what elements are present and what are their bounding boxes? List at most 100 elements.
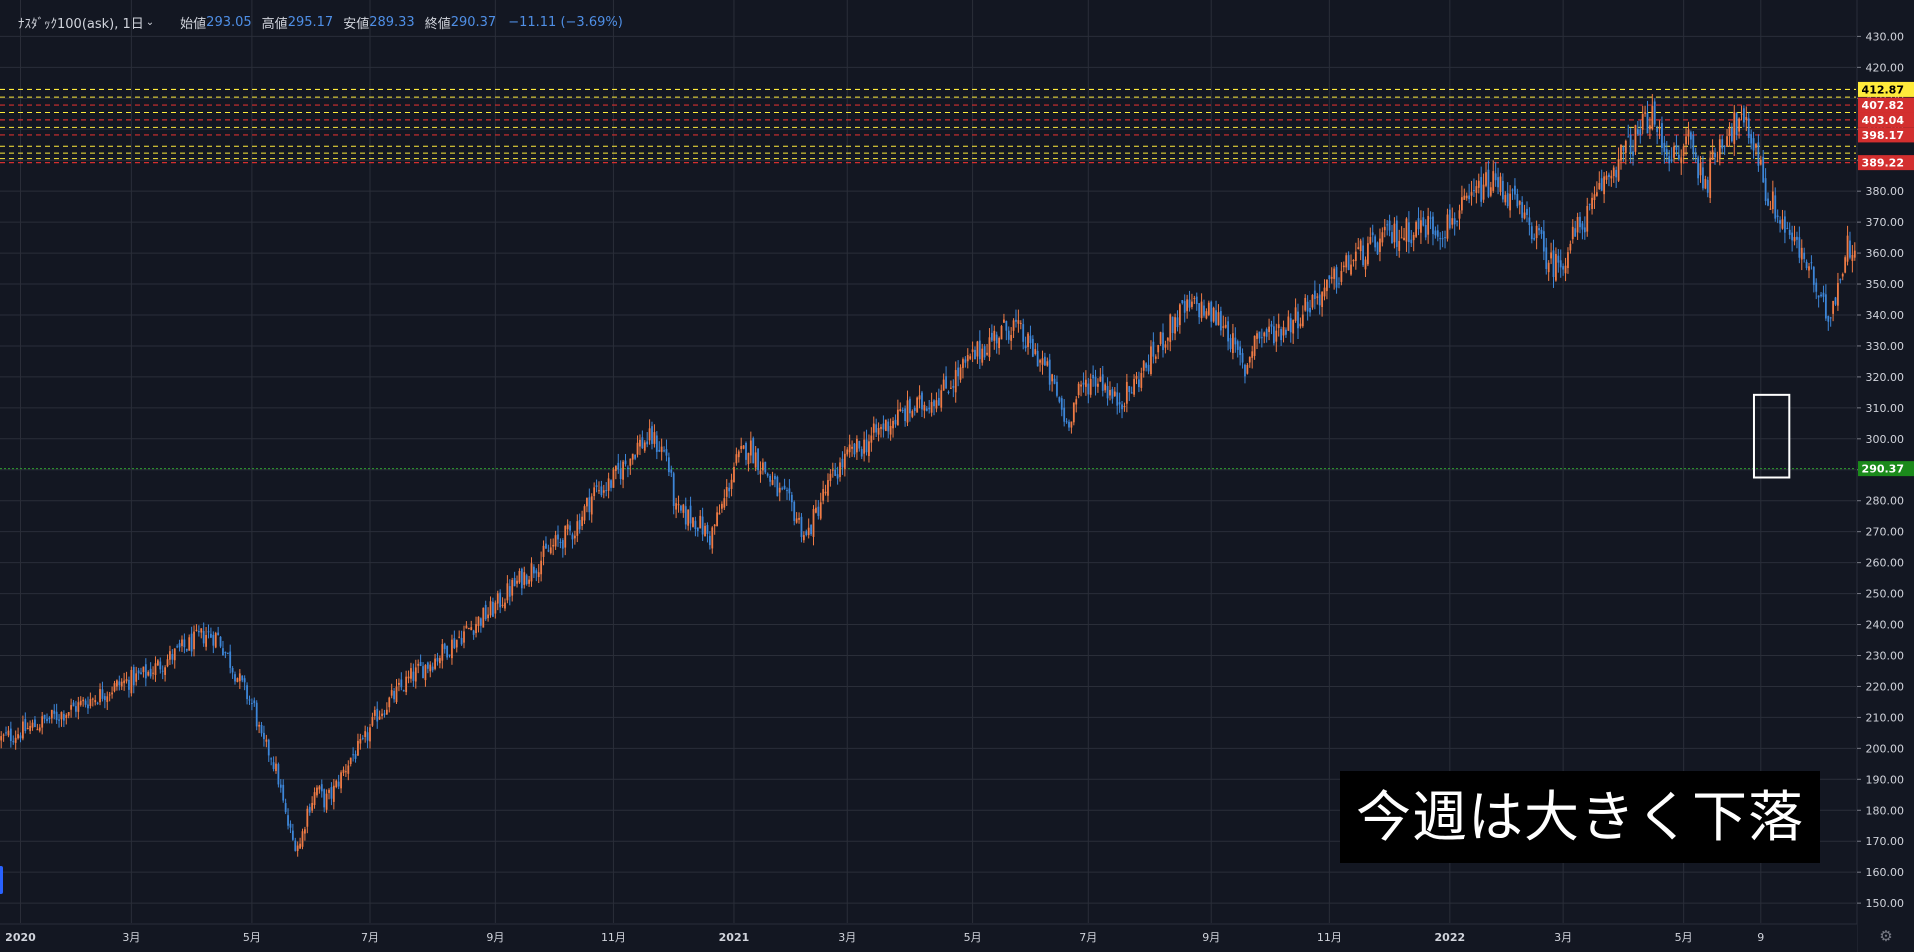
candle — [1579, 212, 1581, 234]
candle-body — [1251, 351, 1254, 358]
candle — [1767, 192, 1769, 207]
candle-body — [537, 572, 540, 578]
gear-icon[interactable]: ⚙ — [1879, 927, 1893, 945]
candle-body — [658, 449, 661, 452]
candle-body — [62, 713, 65, 721]
candle — [1164, 340, 1167, 354]
candle-body — [1781, 219, 1784, 229]
candle-body — [1738, 118, 1740, 132]
candle-body — [1135, 375, 1138, 379]
candle — [1617, 147, 1620, 182]
candle — [1075, 396, 1078, 413]
candle-body — [978, 340, 981, 360]
candle — [306, 805, 309, 834]
candle-body — [848, 444, 851, 453]
candles — [0, 94, 1856, 857]
candle — [1239, 340, 1242, 366]
candle-body — [1523, 212, 1526, 219]
candle — [159, 657, 162, 674]
candle — [120, 678, 123, 691]
candle-body — [1427, 216, 1430, 235]
candle-body — [1381, 232, 1384, 243]
candle-body — [723, 498, 726, 508]
candle-body — [1624, 140, 1627, 154]
candle-body — [1400, 237, 1403, 239]
candle-body — [1446, 214, 1449, 239]
candle-body — [1268, 326, 1270, 333]
candle-body — [371, 716, 374, 726]
candle — [793, 500, 796, 526]
price-level-tag-bg — [1858, 112, 1914, 128]
candle — [369, 723, 371, 749]
candle — [1099, 368, 1102, 383]
candle — [653, 424, 656, 448]
candle-body — [843, 453, 846, 470]
candle — [1287, 310, 1290, 331]
candle — [1005, 320, 1008, 341]
candle-body — [407, 676, 410, 679]
candle — [870, 427, 873, 452]
candle-body — [1574, 228, 1577, 237]
x-tick-label: 2020 — [5, 931, 36, 944]
candle-body — [860, 449, 863, 457]
candle-body — [43, 714, 46, 719]
candle — [412, 663, 415, 687]
close-label: 終値 — [424, 16, 451, 32]
candle-body — [405, 676, 408, 693]
candle-body — [1099, 376, 1102, 382]
candle — [757, 448, 759, 475]
candle — [1345, 252, 1348, 274]
candle — [1812, 265, 1815, 293]
candle-body — [1745, 117, 1748, 120]
candle-body — [511, 579, 514, 596]
candle-body — [1227, 321, 1229, 342]
candle — [981, 343, 984, 366]
candle — [1003, 313, 1005, 323]
candle — [875, 418, 878, 438]
candle — [1400, 226, 1403, 239]
candle — [1448, 204, 1451, 230]
candle-body — [1089, 379, 1092, 395]
candle — [1461, 185, 1463, 214]
candle-body — [523, 572, 526, 585]
candle-body — [817, 506, 820, 516]
candle — [1458, 204, 1461, 230]
candle — [964, 356, 967, 368]
candle — [884, 419, 887, 432]
candle — [1113, 387, 1116, 398]
candle — [1311, 294, 1314, 310]
candle-body — [949, 387, 952, 389]
candle-body — [1571, 226, 1574, 240]
candle — [1793, 225, 1796, 246]
candle-body — [1675, 144, 1678, 150]
chevron-down-icon[interactable]: ⌄ — [145, 16, 155, 28]
candle-body — [798, 517, 800, 520]
candle — [320, 779, 323, 798]
candle-body — [465, 625, 468, 629]
candle-body — [1022, 324, 1025, 342]
candle-body — [1581, 223, 1584, 230]
candle-body — [1530, 226, 1533, 240]
candle — [1318, 283, 1321, 315]
candle — [1432, 212, 1434, 246]
candle — [877, 422, 880, 442]
candle — [1545, 238, 1548, 275]
candle-body — [639, 439, 641, 447]
candle-body — [1263, 332, 1266, 337]
candle — [769, 473, 772, 487]
candle-body — [590, 496, 593, 515]
candle-body — [270, 758, 273, 760]
candle-body — [1313, 290, 1316, 299]
candle-body — [87, 704, 89, 709]
candle — [776, 475, 779, 497]
candle-body — [513, 577, 516, 587]
symbol-timeframe[interactable]: ﾅｽﾀﾞｯｸ100(ask), 1日 — [18, 16, 144, 32]
candle — [1357, 238, 1360, 250]
candle-body — [1068, 421, 1070, 428]
candle-body — [810, 524, 812, 535]
candle-body — [581, 516, 584, 526]
candle-body — [1183, 301, 1186, 313]
candle-body — [472, 630, 475, 635]
left-toolbar-marker[interactable] — [0, 866, 3, 894]
